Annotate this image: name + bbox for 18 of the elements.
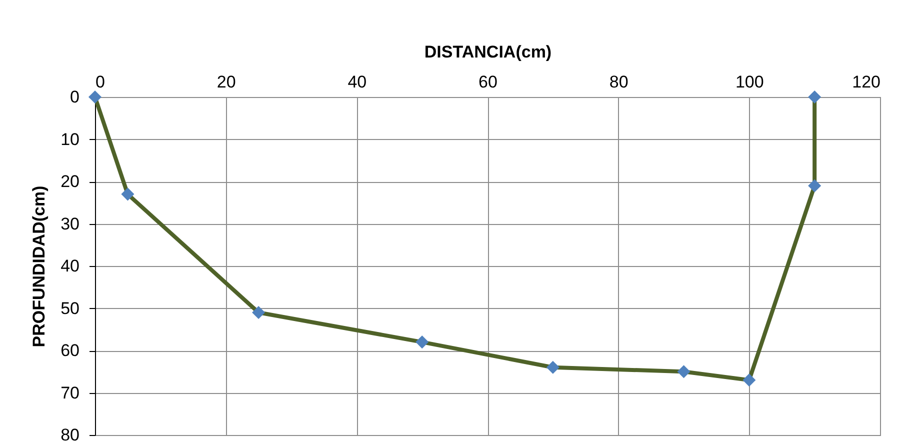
- y-tick-label: 10: [60, 130, 80, 149]
- y-tick-label: 80: [60, 426, 80, 444]
- y-tick-label: 20: [60, 172, 80, 191]
- x-tick-label: 100: [735, 72, 764, 92]
- x-tick-label: 80: [609, 72, 628, 92]
- y-tick-label: 40: [60, 256, 80, 276]
- y-axis-title: PROFUNDIDAD(cm): [30, 186, 49, 348]
- x-tick-label: 40: [348, 72, 367, 92]
- y-tick-label: 70: [60, 383, 80, 402]
- y-tick-label: 50: [60, 298, 80, 318]
- x-tick-label: 120: [852, 72, 880, 92]
- y-tick-label: 0: [70, 88, 80, 106]
- x-tick-label: 20: [216, 72, 236, 92]
- x-axis-title: DISTANCIA(cm): [424, 42, 552, 62]
- y-tick-label: 30: [60, 214, 80, 234]
- x-tick-label: 60: [478, 72, 498, 92]
- y-tick-label: 60: [60, 341, 80, 360]
- x-tick-label: 0: [96, 72, 105, 92]
